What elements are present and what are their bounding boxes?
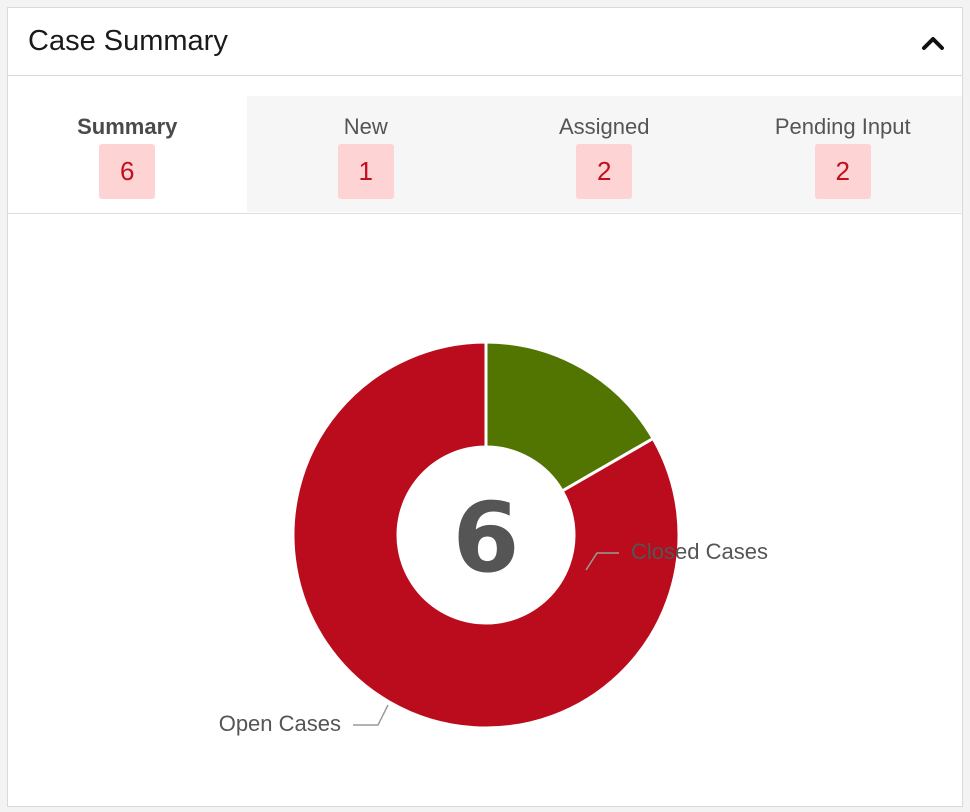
tab-summary[interactable]: Summary 6 <box>8 96 247 212</box>
tab-label: New <box>343 114 388 139</box>
dashlet-title: Case Summary <box>28 25 228 57</box>
tab-assigned[interactable]: Assigned 2 <box>485 96 724 212</box>
tab-label: Summary <box>77 114 178 139</box>
tab-pending-input[interactable]: Pending Input 2 <box>723 96 962 212</box>
count-badge: 2 <box>814 144 871 199</box>
tab-label: Pending Input <box>774 114 911 139</box>
slice-label: Closed Cases <box>631 539 768 564</box>
donut-chart-svg: Closed Cases Open Cases 6 <box>219 340 768 736</box>
slice-closed-cases[interactable] <box>484 340 656 494</box>
count-badge: 6 <box>99 144 156 199</box>
leader-line <box>353 704 389 726</box>
tab-new[interactable]: New 1 <box>246 96 485 212</box>
status-tabs: Summary 6 New 1 Assigned 2 Pending Input… <box>8 96 962 214</box>
dashlet-header: Case Summary <box>8 8 962 76</box>
chevron-up-icon <box>922 37 944 50</box>
collapse-button[interactable] <box>918 28 948 58</box>
count-badge: 2 <box>576 144 633 199</box>
tab-label: Assigned <box>558 114 650 139</box>
count-badge: 1 <box>337 144 394 199</box>
donut-chart: Closed Cases Open Cases 6 <box>8 214 962 806</box>
leader-line <box>585 552 619 571</box>
case-summary-dashlet: Case Summary Summary 6 New 1 Assigned 2 … <box>7 7 963 807</box>
donut-center-total: 6 <box>453 482 520 594</box>
slice-label: Open Cases <box>219 711 341 736</box>
slice-open-cases[interactable] <box>291 340 681 730</box>
